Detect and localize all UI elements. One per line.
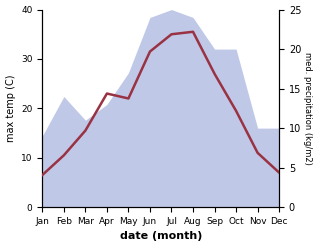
Y-axis label: med. precipitation (kg/m2): med. precipitation (kg/m2) — [303, 52, 313, 165]
Y-axis label: max temp (C): max temp (C) — [5, 75, 16, 142]
X-axis label: date (month): date (month) — [120, 231, 202, 242]
